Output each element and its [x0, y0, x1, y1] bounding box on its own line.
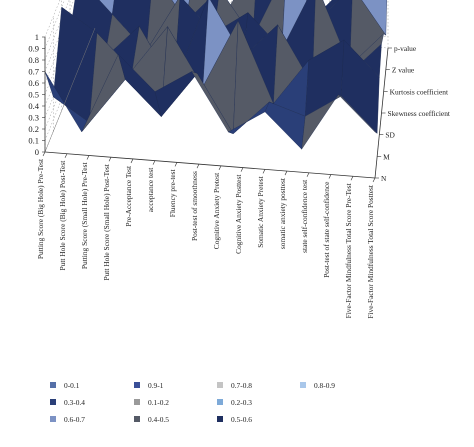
x-axis-tick-label: Putting Score (Small Hole) Pre-Test [80, 162, 89, 270]
depth-axis-tick-label: SD [385, 131, 395, 140]
legend-swatch [134, 382, 140, 388]
vertical-axis-tick-label: 0 [35, 147, 39, 157]
vertical-axis-tick-label: 0.5 [28, 90, 39, 100]
legend-label: 0.3-0.4 [64, 398, 85, 407]
vertical-axis-tick-label: 0.6 [28, 78, 39, 88]
depth-axis-tick-label: N [381, 174, 387, 183]
x-axis-tick-label: Putt Hole Score (Big Hole) Post-Test [58, 160, 67, 271]
x-axis-tick [262, 169, 266, 174]
vertical-axis-tick-label: 0.8 [28, 55, 39, 65]
legend: 0-0.1 0.3-0.4 0.6-0.7 0.9-1 0.1-0.2 0.4-0.5 0.… [50, 381, 335, 424]
vertical-axis-tick-label: 0.2 [28, 124, 39, 134]
depth-axis-tick-label: M [383, 152, 390, 161]
x-axis-tick [42, 151, 46, 157]
surface-facet [338, 94, 378, 134]
legend-swatch [50, 416, 56, 422]
x-axis-tick [174, 162, 178, 167]
depth-axis-tick-label: Skewness coefficient [388, 109, 451, 118]
legend-swatch [217, 382, 223, 388]
legend-label: 0-0.1 [64, 381, 80, 390]
x-axis-tick-label: Cognitive Anxiety Posttest [234, 174, 243, 254]
legend-label: 0.7-0.8 [231, 381, 252, 390]
x-axis-tick-label: Five-Factor Mindfulness Total Score Pre-… [344, 182, 353, 318]
x-axis-tick [86, 155, 90, 160]
legend-label: 0.4-0.5 [148, 415, 169, 424]
x-axis-tick [218, 165, 222, 171]
vertical-axis-tick-label: 0.4 [28, 101, 39, 111]
legend-label: 0.2-0.3 [231, 398, 252, 407]
legend-label: 0.5-0.6 [231, 415, 252, 424]
legend-swatch [50, 382, 56, 388]
depth-axis-tick-label: Kurtosis coefficient [390, 87, 449, 96]
legend-label: 0.8-0.9 [314, 381, 335, 390]
x-axis-tick [328, 174, 332, 179]
x-axis-tick [152, 160, 156, 165]
legend-label: 0.1-0.2 [148, 398, 169, 407]
x-axis-tick-label: Putt Hole Score (Small Hole) Post-Test [102, 163, 111, 280]
x-axis-tick-label: somatic anxiety posttest [278, 177, 287, 249]
x-axis-tick [240, 167, 244, 172]
x-axis-tick-label: Post-test of smoothness [190, 171, 199, 241]
x-axis-tick [372, 177, 376, 183]
vertical-axis-tick-label: 0.1 [28, 136, 39, 146]
x-axis-tick [196, 163, 200, 169]
x-axis-tick-labels: Putting Score (Big Hole) Pre-Test Putt Ho… [36, 151, 376, 319]
vertical-axis-tick-label: 0.7 [28, 67, 39, 77]
vertical-axis-tick-label: 0.3 [28, 113, 39, 123]
legend-swatch [217, 416, 223, 422]
x-axis-tick [350, 176, 354, 181]
surface-mesh [44, 0, 387, 150]
legend-swatch [134, 399, 140, 405]
depth-axis-tick-label: p-value [394, 44, 417, 53]
x-axis-tick-label: Fluency pre-test [168, 168, 177, 217]
vertical-axis-tick-label: 1 [35, 32, 39, 42]
x-axis-tick-label: Putting Score (Big Hole) Pre-Test [36, 158, 45, 259]
depth-axis-tick-label: Z value [392, 66, 415, 75]
vertical-axis-tick-label: 0.9 [28, 44, 39, 54]
x-axis-tick-label: Somatic Anxiety Pretest [256, 175, 265, 247]
legend-swatch [217, 399, 223, 405]
vertical-axis-ticks: 00.1 0.20.3 0.40.5 0.60.7 0.80.9 1 [28, 32, 45, 157]
x-axis-tick-label: state self-confidence test [300, 179, 309, 253]
x-axis-tick-label: Five-Factor Mindfulness Total Score Post… [366, 184, 375, 319]
x-axis-tick-label: Pre-Acceptance Test [124, 165, 133, 227]
legend-swatch [300, 382, 306, 388]
floor-edge [44, 27, 96, 153]
x-axis-tick [130, 158, 134, 164]
legend-label: 0.9-1 [148, 381, 164, 390]
x-axis-tick-label: acceptance test [146, 167, 155, 212]
x-axis-tick [306, 172, 310, 177]
depth-axis-tick-labels: N M SD Skewness coefficient Kurtosis coeffic… [375, 44, 451, 183]
x-axis-tick [284, 170, 288, 176]
x-axis-tick [108, 157, 112, 162]
legend-label: 0.6-0.7 [64, 415, 85, 424]
legend-swatch [134, 416, 140, 422]
x-axis-tick-label: Cognitive Anxiety Pretest [212, 172, 221, 249]
x-axis-line [44, 151, 376, 179]
legend-swatch [50, 399, 56, 405]
x-axis-tick [64, 153, 68, 158]
x-axis-tick-label: Post-test of state self-confidence [322, 181, 331, 278]
